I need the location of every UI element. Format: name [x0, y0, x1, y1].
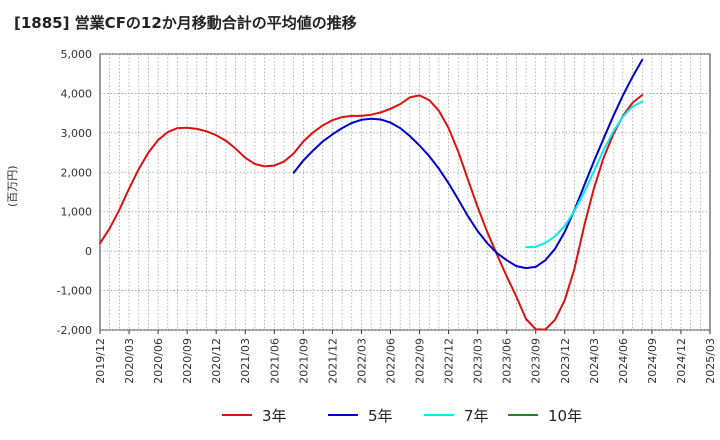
series-line-5y — [292, 58, 644, 270]
legend-item-5y: 5年 — [328, 402, 393, 428]
x-tick-label: 2020/12 — [210, 338, 223, 384]
x-tick-label: 2023/06 — [501, 338, 514, 384]
x-tick-label: 2020/06 — [152, 338, 165, 384]
series-line-7y — [525, 100, 644, 249]
x-tick-label: 2023/12 — [559, 338, 572, 384]
y-tick-label: -2,000 — [57, 324, 92, 337]
x-tick-label: 2023/09 — [530, 338, 543, 384]
x-tick-label: 2025/03 — [704, 338, 717, 384]
x-tick-label: 2019/12 — [94, 338, 107, 384]
x-tick-label: 2022/03 — [355, 338, 368, 384]
y-tick-label: -1,000 — [57, 285, 92, 298]
y-tick-label: 3,000 — [61, 127, 93, 140]
legend-swatch-7y — [424, 414, 454, 416]
x-tick-label: 2022/12 — [443, 338, 456, 384]
y-tick-label: 0 — [85, 245, 92, 258]
legend-label-5y: 5年 — [368, 406, 393, 425]
x-tick-label: 2023/03 — [472, 338, 485, 384]
y-tick-label: 2,000 — [61, 166, 93, 179]
plot-area — [99, 53, 711, 331]
legend-label-3y: 3年 — [262, 406, 287, 425]
legend-swatch-10y — [508, 414, 538, 416]
x-tick-label: 2024/12 — [675, 338, 688, 384]
chart-title: [1885] 営業CFの12か月移動合計の平均値の推移 — [14, 14, 357, 32]
legend-swatch-5y — [328, 414, 358, 416]
x-tick-label: 2022/06 — [384, 338, 397, 384]
x-tick-label: 2021/03 — [239, 338, 252, 384]
legend-item-3y: 3年 — [222, 402, 287, 428]
legend-item-10y: 10年 — [508, 402, 582, 428]
x-tick-label: 2020/09 — [181, 338, 194, 384]
legend-swatch-3y — [222, 414, 252, 416]
legend-label-10y: 10年 — [548, 406, 583, 425]
y-tick-label: 4,000 — [61, 87, 93, 100]
y-tick-label: 5,000 — [61, 48, 93, 61]
legend-item-7y: 7年 — [424, 402, 489, 428]
x-tick-label: 2020/03 — [123, 338, 136, 384]
x-tick-label: 2024/06 — [617, 338, 630, 384]
x-tick-label: 2024/03 — [588, 338, 601, 384]
legend: 3年 5年 7年 10年 — [0, 402, 720, 428]
x-tick-label: 2024/09 — [646, 338, 659, 384]
y-tick-label: 1,000 — [61, 206, 93, 219]
series-line-3y — [99, 94, 644, 331]
x-tick-label: 2021/12 — [326, 338, 339, 384]
legend-label-7y: 7年 — [464, 406, 489, 425]
x-tick-label: 2021/06 — [268, 338, 281, 384]
x-tick-label: 2022/09 — [414, 338, 427, 384]
x-tick-label: 2021/09 — [297, 338, 310, 384]
